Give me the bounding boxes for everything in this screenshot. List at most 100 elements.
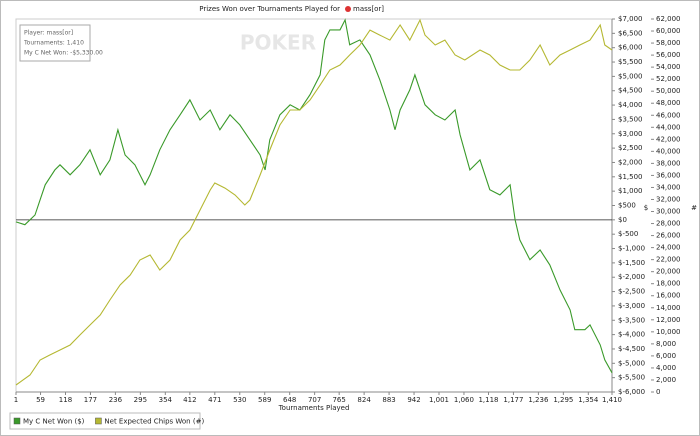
x-tick-label: 354 (159, 396, 173, 404)
y2-tick-label: 18,000 (656, 280, 681, 288)
y-tick-label: $-6,000 (618, 388, 645, 396)
y2-tick-label: 20,000 (656, 268, 681, 276)
series-line (15, 18, 613, 374)
y-tick-label: $1,000 (618, 187, 643, 195)
y-tick-label: $-2,500 (618, 288, 645, 296)
y-tick-label: $-500 (618, 230, 638, 238)
player-name: mass[or] (353, 5, 384, 13)
x-tick-label: 648 (283, 396, 296, 404)
x-tick-label: 883 (382, 396, 395, 404)
y-tick-label: $-4,500 (618, 345, 645, 353)
y-tick-label: $5,500 (618, 58, 643, 66)
x-tick-label: 295 (134, 396, 147, 404)
x-tick-label: 1,236 (528, 396, 549, 404)
y2-tick-label: 0 (656, 388, 660, 396)
y-tick-label: $3,000 (618, 130, 643, 138)
y2-tick-label: 56,000 (656, 51, 681, 59)
y2-tick-label: 32,000 (656, 195, 681, 203)
y-tick-label: $-5,000 (618, 359, 645, 367)
y-tick-label: $500 (618, 202, 636, 210)
y-tick-label: $0 (618, 216, 627, 224)
y2-tick-label: 44,000 (656, 123, 681, 131)
x-axis-title: Tournaments Played (278, 404, 350, 412)
y2-tick-label: 22,000 (656, 256, 681, 264)
y2-tick-label: 50,000 (656, 87, 681, 95)
x-tick-label: 824 (357, 396, 371, 404)
x-tick-label: 471 (208, 396, 221, 404)
y-tick-label: $3,500 (618, 115, 643, 123)
x-tick-label: 1,118 (478, 396, 498, 404)
y-tick-label: $5,000 (618, 72, 643, 80)
y-axis-title: $ (644, 204, 648, 212)
x-tick-label: 707 (308, 396, 321, 404)
y2-tick-label: 26,000 (656, 232, 681, 240)
y-tick-label: $-3,500 (618, 316, 645, 324)
y2-tick-label: 38,000 (656, 159, 681, 167)
x-tick-label: 942 (407, 396, 420, 404)
y2-tick-label: 6,000 (656, 352, 676, 360)
y-tick-label: $1,500 (618, 173, 643, 181)
y2-tick-label: 2,000 (656, 376, 676, 384)
y-tick-label: $4,500 (618, 87, 643, 95)
y2-tick-label: 8,000 (656, 340, 676, 348)
x-tick-label: 1,295 (553, 396, 573, 404)
legend (9, 412, 201, 430)
y2-tick-label: 52,000 (656, 75, 681, 83)
y2-tick-label: 42,000 (656, 135, 681, 143)
y-tick-label: $-5,500 (618, 374, 645, 382)
y2-tick-label: 40,000 (656, 147, 681, 155)
x-tick-label: 412 (183, 396, 196, 404)
y2-tick-label: 24,000 (656, 244, 681, 252)
chart-title: Prizes Won over Tournaments Played for (199, 5, 340, 13)
watermark: POKER (240, 31, 316, 55)
x-tick-label: 765 (332, 396, 345, 404)
x-tick-label: 118 (59, 396, 72, 404)
info-line: My C Net Won: -$5,330.00 (24, 50, 103, 57)
y2-axis-title: # (691, 204, 697, 212)
y-tick-label: $4,000 (618, 101, 643, 109)
y2-tick-label: 58,000 (656, 39, 681, 47)
y-tick-label: $2,500 (618, 144, 643, 152)
x-tick-label: 59 (36, 396, 45, 404)
x-tick-label: 1,001 (429, 396, 449, 404)
x-tick-label: 236 (109, 396, 123, 404)
y2-tick-label: 60,000 (656, 27, 681, 35)
y-tick-label: $2,000 (618, 158, 643, 166)
x-tick-label: 530 (233, 396, 246, 404)
y2-tick-label: 14,000 (656, 304, 681, 312)
legend-swatch (95, 417, 102, 425)
y2-tick-label: 48,000 (656, 99, 681, 107)
y-tick-label: $6,500 (618, 29, 643, 37)
player-icon (345, 6, 351, 12)
legend-swatch (13, 417, 21, 425)
x-tick-label: 177 (84, 396, 97, 404)
y2-tick-label: 36,000 (656, 171, 681, 179)
info-box (19, 24, 91, 62)
y-tick-label: $7,000 (618, 15, 643, 23)
y-tick-label: $-1,500 (618, 259, 645, 267)
y-tick-label: $-2,000 (618, 273, 645, 281)
y2-tick-label: 30,000 (656, 208, 681, 216)
y2-tick-label: 34,000 (656, 183, 681, 191)
x-tick-label: 1 (14, 396, 18, 404)
y2-tick-label: 28,000 (656, 220, 681, 228)
info-line: Tournaments: 1,410 (23, 40, 84, 47)
legend-label: My C Net Won ($) (23, 418, 85, 426)
x-tick-label: 1,177 (503, 396, 523, 404)
x-tick-label: 589 (258, 396, 271, 404)
y-tick-label: $6,000 (618, 44, 643, 52)
y-tick-label: $-4,000 (618, 331, 645, 339)
y2-tick-label: 10,000 (656, 328, 681, 336)
y2-tick-label: 46,000 (656, 111, 681, 119)
y2-tick-label: 12,000 (656, 316, 681, 324)
series-line (15, 18, 613, 386)
y2-tick-label: 54,000 (656, 63, 681, 71)
x-tick-label: 1,060 (454, 396, 474, 404)
y2-tick-label: 4,000 (656, 364, 676, 372)
info-line: Player: mass[or] (24, 30, 73, 37)
y-tick-label: $-3,000 (618, 302, 645, 310)
y2-tick-label: 62,000 (656, 15, 681, 23)
x-tick-label: 1,354 (578, 396, 599, 404)
